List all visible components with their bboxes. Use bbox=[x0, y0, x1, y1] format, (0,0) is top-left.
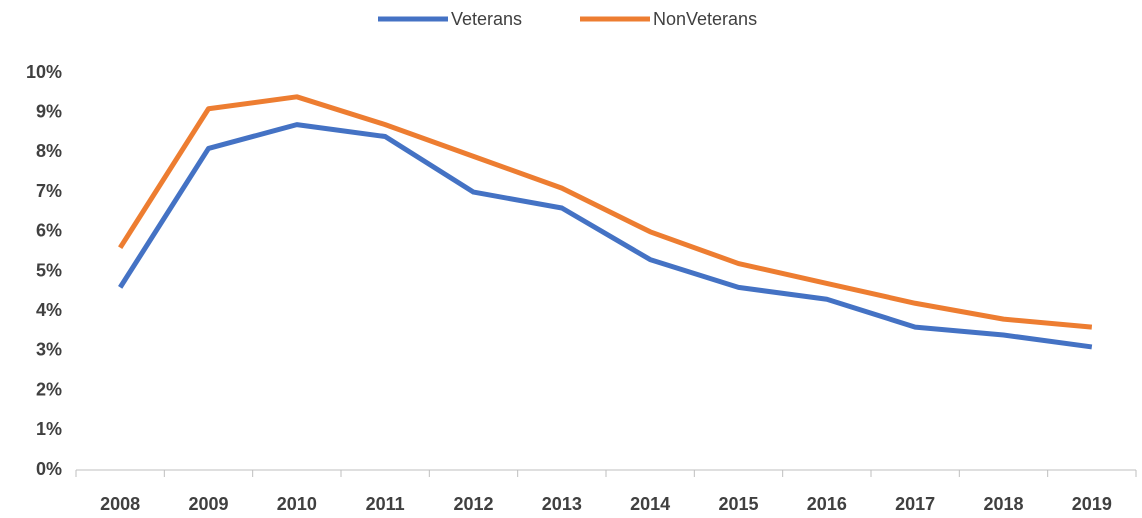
x-tick-label: 2011 bbox=[366, 494, 405, 514]
y-tick-label: 3% bbox=[36, 340, 62, 360]
x-tick-label: 2017 bbox=[895, 494, 935, 514]
x-tick-label: 2012 bbox=[453, 494, 493, 514]
x-tick-label: 2016 bbox=[807, 494, 847, 514]
legend-label: NonVeterans bbox=[653, 9, 757, 29]
x-tick-label: 2015 bbox=[718, 494, 758, 514]
x-tick-label: 2008 bbox=[100, 494, 140, 514]
x-tick-label: 2018 bbox=[983, 494, 1023, 514]
y-tick-label: 10% bbox=[26, 62, 62, 82]
y-tick-label: 1% bbox=[36, 419, 62, 439]
series-line bbox=[118, 122, 1093, 350]
x-tick-label: 2013 bbox=[542, 494, 582, 514]
series-line bbox=[118, 94, 1093, 330]
x-tick-label: 2009 bbox=[188, 494, 228, 514]
legend-label: Veterans bbox=[451, 9, 522, 29]
x-tick-label: 2010 bbox=[277, 494, 317, 514]
y-tick-label: 8% bbox=[36, 141, 62, 161]
x-tick-label: 2019 bbox=[1072, 494, 1112, 514]
y-tick-label: 5% bbox=[36, 260, 62, 280]
y-tick-label: 4% bbox=[36, 300, 62, 320]
y-tick-label: 0% bbox=[36, 459, 62, 479]
y-tick-label: 2% bbox=[36, 379, 62, 399]
y-tick-label: 6% bbox=[36, 221, 62, 241]
y-tick-label: 7% bbox=[36, 181, 62, 201]
y-tick-label: 9% bbox=[36, 101, 62, 121]
x-tick-label: 2014 bbox=[630, 494, 670, 514]
